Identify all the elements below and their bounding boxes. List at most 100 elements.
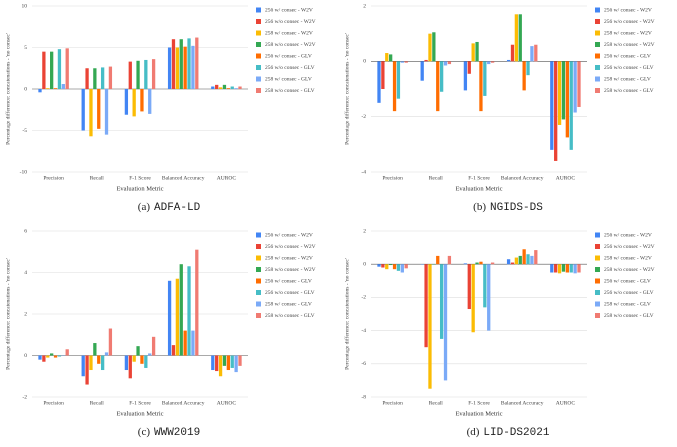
x-tick-label: Recall [90, 400, 105, 406]
bar [392, 61, 397, 112]
bar [550, 61, 554, 150]
legend-label: 258 w/o consec - W2V [604, 42, 655, 48]
bar [428, 33, 432, 62]
bar [487, 264, 491, 331]
bar [389, 54, 393, 62]
bar [518, 14, 522, 62]
bar [424, 264, 428, 348]
bar [577, 264, 581, 273]
chart-panel: -2 0 2 4 6 Precision Recall F-1 Score Balanced A… [4, 228, 315, 439]
y-tick-label: 0 [363, 261, 366, 267]
y-tick-label: 0 [363, 59, 366, 65]
bar [97, 355, 101, 364]
bar [561, 61, 566, 120]
bar [554, 264, 558, 273]
legend-swatch [595, 278, 600, 284]
bar [377, 61, 381, 103]
x-axis-label: Evaluation Metric [116, 185, 163, 192]
bar [400, 61, 404, 63]
legend-label: 256 w/o consec - GLV [604, 290, 654, 296]
caption-name: LID-DS2021 [483, 427, 549, 439]
x-tick-label: Precision [43, 400, 64, 406]
bar [53, 355, 58, 358]
bar [447, 61, 452, 65]
bar [65, 48, 69, 89]
bar [463, 263, 468, 265]
bar [148, 89, 152, 114]
x-tick-label: Precision [382, 400, 403, 406]
bar [475, 41, 479, 62]
bar [38, 355, 42, 360]
y-tick-label: -4 [361, 169, 366, 175]
bar [514, 257, 519, 265]
caption: (c) WWW2019 [138, 426, 200, 439]
bar [573, 61, 577, 113]
y-tick-label: -6 [361, 361, 366, 367]
bar [381, 61, 385, 89]
legend-swatch [595, 267, 600, 272]
legend-label: 256 w/ consec - GLV [604, 278, 651, 284]
legend-swatch [595, 244, 600, 249]
y-tick-label: -8 [361, 394, 366, 400]
legend-swatch [595, 313, 600, 318]
x-tick-label: Recall [90, 175, 105, 181]
bar [522, 61, 526, 91]
bar [81, 355, 85, 377]
bar [61, 84, 65, 89]
bar [514, 14, 519, 62]
bar [140, 89, 144, 112]
legend-label: 258 w/o consec - GLV [604, 88, 654, 94]
bar [42, 51, 46, 89]
x-tick-label: AUROC [556, 175, 576, 181]
bar [89, 355, 93, 371]
legend-swatch [256, 30, 261, 36]
bar [128, 61, 132, 89]
bar [573, 264, 577, 274]
caption-tag: (b) [473, 201, 486, 213]
legend-swatch [595, 232, 600, 238]
bar [187, 38, 191, 89]
legend-swatch [256, 267, 261, 272]
x-tick-label: Recall [429, 175, 444, 181]
bar [577, 61, 581, 107]
bar [128, 355, 132, 379]
caption-name: WWW2019 [154, 427, 200, 439]
bar [144, 59, 148, 89]
legend-label: 258 w/ consec - W2V [265, 30, 313, 36]
bar [487, 61, 491, 65]
bar [467, 61, 471, 74]
y-tick-label: 10 [22, 3, 28, 9]
bar [447, 255, 452, 265]
x-tick-label: Balanced Accuracy [501, 175, 544, 181]
caption: (b) NGIDS-DS [473, 201, 543, 214]
y-tick-label: 2 [363, 3, 366, 9]
bar [518, 255, 522, 265]
bar [238, 86, 242, 89]
x-tick-label: Balanced Accuracy [501, 400, 544, 406]
bar [179, 39, 183, 89]
legend-label: 256 w/o consec - W2V [265, 19, 316, 25]
bar [50, 353, 54, 356]
legend-label: 256 w/o consec - GLV [604, 65, 654, 71]
legend-label: 256 w/o consec - W2V [265, 244, 316, 250]
chart-panel: -8 -6 -4 -2 0 2 Precision Recall F-1 Score Balanc… [343, 228, 654, 439]
legend-label: 258 w/o consec - W2V [604, 267, 655, 273]
bar [424, 59, 428, 62]
bar [234, 88, 238, 89]
caption-name: ADFA-LD [154, 202, 201, 214]
y-tick-label: -5 [22, 128, 27, 134]
legend-label: 256 w/o consec - GLV [265, 290, 315, 296]
bar [226, 88, 230, 89]
chart-panel: -10 -5 0 5 10 Precision Recall F-1 Score Balance… [4, 3, 315, 214]
bar [132, 89, 136, 117]
bar [183, 330, 187, 356]
legend-swatch [595, 76, 600, 82]
bar [471, 43, 475, 62]
x-tick-label: Balanced Accuracy [162, 175, 205, 181]
x-axis-label: Evaluation Metric [455, 410, 502, 417]
bar [443, 264, 448, 381]
legend-swatch [256, 88, 261, 93]
bar [530, 255, 534, 265]
caption: (d) LID-DS2021 [467, 426, 550, 439]
